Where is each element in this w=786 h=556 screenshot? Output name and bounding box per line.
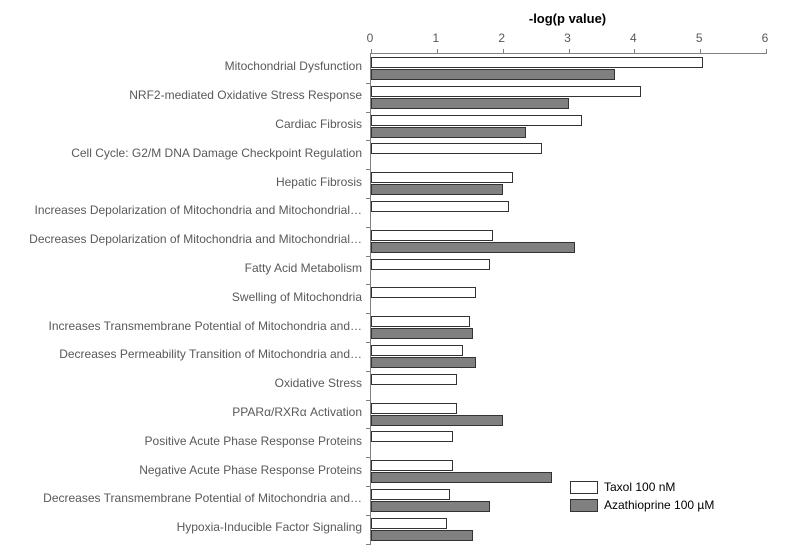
x-tick-label: 1 bbox=[432, 31, 439, 45]
x-tick bbox=[569, 49, 570, 54]
y-tick bbox=[366, 83, 371, 84]
y-tick bbox=[366, 371, 371, 372]
y-tick bbox=[366, 169, 371, 170]
category-label: PPARα/RXRα Activation bbox=[0, 405, 362, 419]
bar bbox=[371, 172, 513, 183]
bar bbox=[371, 259, 490, 270]
category-label: Cardiac Fibrosis bbox=[0, 117, 362, 131]
x-axis-title: -log(p value) bbox=[518, 11, 618, 26]
legend-label: Taxol 100 nM bbox=[604, 480, 675, 494]
y-tick bbox=[366, 544, 371, 545]
plot-area bbox=[370, 53, 766, 544]
category-label: Mitochondrial Dysfunction bbox=[0, 59, 362, 73]
category-label: Fatty Acid Metabolism bbox=[0, 261, 362, 275]
bar bbox=[371, 69, 615, 80]
legend-item: Taxol 100 nM bbox=[570, 480, 714, 494]
bar bbox=[371, 287, 476, 298]
y-tick bbox=[366, 486, 371, 487]
y-tick bbox=[366, 313, 371, 314]
bar bbox=[371, 374, 457, 385]
bar bbox=[371, 530, 473, 541]
x-tick-label: 2 bbox=[498, 31, 505, 45]
bar bbox=[371, 127, 526, 138]
y-tick bbox=[366, 457, 371, 458]
bar bbox=[371, 201, 509, 212]
x-tick-label: 5 bbox=[696, 31, 703, 45]
bar bbox=[371, 357, 476, 368]
bar bbox=[371, 143, 542, 154]
legend: Taxol 100 nM Azathioprine 100 µM bbox=[570, 480, 714, 516]
category-label: NRF2-mediated Oxidative Stress Response bbox=[0, 88, 362, 102]
category-label: Decreases Transmembrane Potential of Mit… bbox=[0, 491, 362, 505]
bar bbox=[371, 403, 457, 414]
x-tick bbox=[437, 49, 438, 54]
category-label: Decreases Depolarization of Mitochondria… bbox=[0, 232, 362, 246]
category-label: Cell Cycle: G2/M DNA Damage Checkpoint R… bbox=[0, 146, 362, 160]
bar bbox=[371, 431, 453, 442]
category-label: Negative Acute Phase Response Proteins bbox=[0, 463, 362, 477]
bar bbox=[371, 518, 447, 529]
bar bbox=[371, 328, 473, 339]
y-tick bbox=[366, 140, 371, 141]
bar bbox=[371, 489, 450, 500]
legend-swatch bbox=[570, 499, 598, 512]
category-label: Hepatic Fibrosis bbox=[0, 175, 362, 189]
y-tick bbox=[366, 400, 371, 401]
bar bbox=[371, 98, 569, 109]
x-tick bbox=[766, 49, 767, 54]
bar bbox=[371, 415, 503, 426]
bar bbox=[371, 345, 463, 356]
bar bbox=[371, 86, 641, 97]
bar bbox=[371, 472, 552, 483]
x-tick bbox=[371, 49, 372, 54]
bar bbox=[371, 115, 582, 126]
bar bbox=[371, 501, 490, 512]
y-tick bbox=[366, 227, 371, 228]
x-tick bbox=[700, 49, 701, 54]
x-tick-label: 4 bbox=[630, 31, 637, 45]
category-label: Positive Acute Phase Response Proteins bbox=[0, 434, 362, 448]
y-tick bbox=[366, 198, 371, 199]
category-label: Increases Depolarization of Mitochondria… bbox=[0, 203, 362, 217]
legend-swatch bbox=[570, 481, 598, 494]
bar bbox=[371, 184, 503, 195]
bar bbox=[371, 316, 470, 327]
y-tick bbox=[366, 428, 371, 429]
category-label: Increases Transmembrane Potential of Mit… bbox=[0, 319, 362, 333]
legend-item: Azathioprine 100 µM bbox=[570, 498, 714, 512]
y-tick bbox=[366, 256, 371, 257]
x-tick-label: 6 bbox=[762, 31, 769, 45]
y-tick bbox=[366, 284, 371, 285]
bar bbox=[371, 242, 575, 253]
y-tick bbox=[366, 342, 371, 343]
bar bbox=[371, 230, 493, 241]
x-tick bbox=[634, 49, 635, 54]
category-label: Decreases Permeability Transition of Mit… bbox=[0, 347, 362, 361]
bar bbox=[371, 460, 453, 471]
x-tick-label: 0 bbox=[367, 31, 374, 45]
legend-label: Azathioprine 100 µM bbox=[604, 498, 714, 512]
x-tick-label: 3 bbox=[564, 31, 571, 45]
x-tick bbox=[503, 49, 504, 54]
bar bbox=[371, 57, 703, 68]
bar-chart: -log(p value) Taxol 100 nM Azathioprine 1… bbox=[0, 0, 786, 556]
y-tick bbox=[366, 112, 371, 113]
category-label: Oxidative Stress bbox=[0, 376, 362, 390]
category-label: Hypoxia-Inducible Factor Signaling bbox=[0, 520, 362, 534]
category-label: Swelling of Mitochondria bbox=[0, 290, 362, 304]
y-tick bbox=[366, 515, 371, 516]
